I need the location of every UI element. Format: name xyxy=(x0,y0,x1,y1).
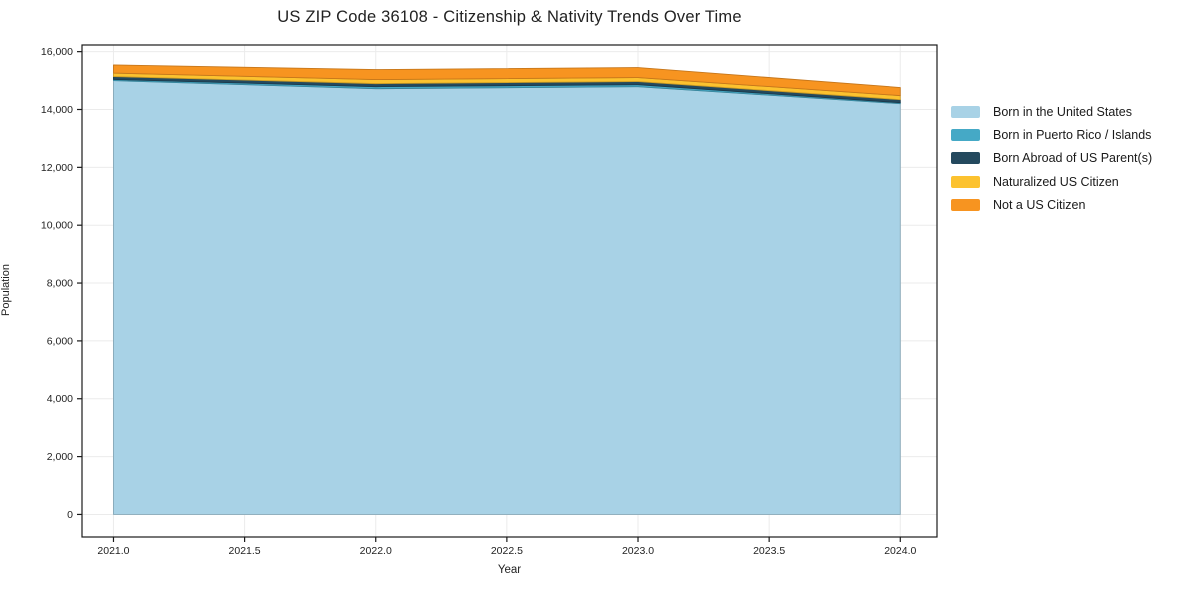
legend-swatch xyxy=(951,175,980,188)
ytick-label: 8,000 xyxy=(47,278,73,290)
legend-label: Naturalized US Citizen xyxy=(993,174,1119,189)
legend-item: Born in the United States xyxy=(951,100,1152,123)
x-axis-label: Year xyxy=(497,564,522,576)
ytick-label: 2,000 xyxy=(47,451,73,463)
legend-swatch xyxy=(951,198,980,211)
ytick-label: 10,000 xyxy=(41,220,73,232)
area-series xyxy=(113,64,901,97)
legend-label: Born in Puerto Rico / Islands xyxy=(993,127,1152,142)
legend-swatch xyxy=(951,152,980,165)
ytick-label: 12,000 xyxy=(41,162,73,174)
legend-item: Not a US Citizen xyxy=(951,193,1152,216)
legend-item: Born in Puerto Rico / Islands xyxy=(951,123,1152,146)
xtick-label: 2021.0 xyxy=(97,545,129,557)
xtick-label: 2023.0 xyxy=(622,545,654,557)
ytick-label: 6,000 xyxy=(47,335,73,347)
xtick-label: 2022.0 xyxy=(360,545,392,557)
plot-border xyxy=(81,44,938,538)
legend-item: Born Abroad of US Parent(s) xyxy=(951,147,1152,170)
legend-label: Born Abroad of US Parent(s) xyxy=(993,151,1153,166)
legend-label: Not a US Citizen xyxy=(993,197,1086,212)
ytick-label: 0 xyxy=(67,509,73,521)
chart-title: US ZIP Code 36108 - Citizenship & Nativi… xyxy=(277,8,742,26)
ytick-label: 16,000 xyxy=(41,46,73,58)
legend-swatch xyxy=(951,105,980,118)
xtick-label: 2022.5 xyxy=(491,545,523,557)
ytick-label: 14,000 xyxy=(41,104,73,116)
legend-swatch xyxy=(951,128,980,141)
legend-item: Naturalized US Citizen xyxy=(951,170,1152,193)
xtick-label: 2023.5 xyxy=(753,545,785,557)
area-series xyxy=(113,80,901,515)
xtick-label: 2024.0 xyxy=(884,545,916,557)
legend: Born in the United States Born in Puerto … xyxy=(951,100,1152,216)
xtick-label: 2021.5 xyxy=(229,545,261,557)
legend-label: Born in the United States xyxy=(993,104,1132,119)
ytick-label: 4,000 xyxy=(47,393,73,405)
